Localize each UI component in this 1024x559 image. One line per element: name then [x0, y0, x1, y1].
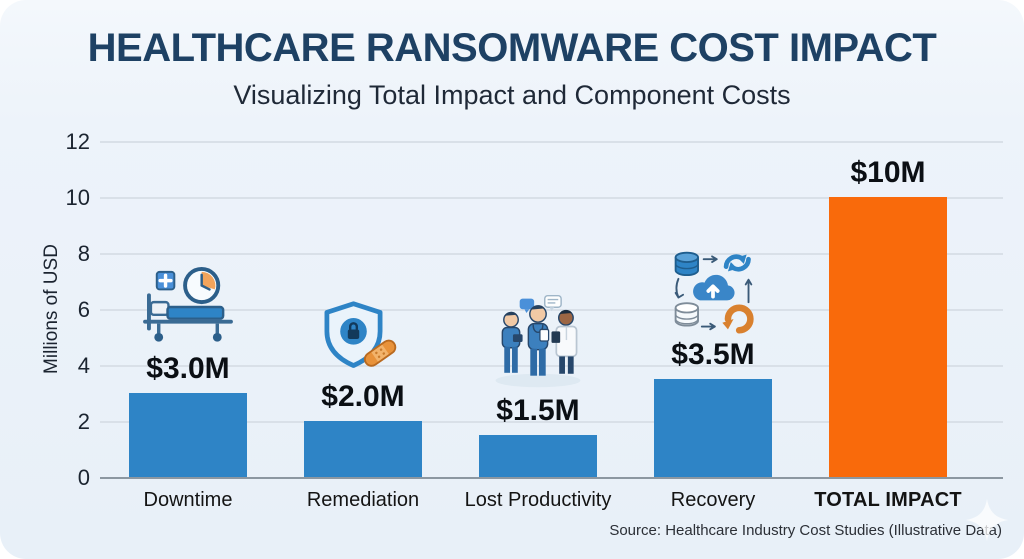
bar-category-label: Remediation	[306, 489, 420, 511]
gridline	[100, 253, 1003, 255]
y-tick-label: 6	[77, 297, 90, 322]
y-tick-label: 8	[77, 241, 90, 266]
x-axis-line	[100, 477, 1003, 479]
bar-category-label: Downtime	[143, 489, 233, 511]
bar-group-total-impact: $10M TOTAL IMPACT	[814, 130, 961, 511]
gridline	[100, 365, 1003, 367]
source-note: Source: Healthcare Industry Cost Studies…	[609, 522, 1002, 539]
bar-value-label: $3.0M	[146, 352, 230, 385]
bar-total-impact	[829, 197, 947, 477]
plot-area: $3.0M Downtime	[100, 130, 1003, 511]
bar-downtime	[129, 393, 247, 477]
chart-title: HEALTHCARE RANSOMWARE COST IMPACT	[87, 26, 937, 70]
bar-group-lost-productivity: $1.5M Lost Productivity	[465, 130, 611, 511]
bar-group-recovery: $3.5M Recovery	[654, 130, 772, 511]
bar-value-label: $2.0M	[321, 380, 405, 413]
gridline	[100, 421, 1003, 423]
y-tick-label: 10	[65, 185, 90, 210]
y-tick-label: 0	[77, 465, 90, 490]
y-tick-label: 12	[65, 129, 90, 154]
bar-category-label: TOTAL IMPACT	[814, 489, 962, 511]
bar-lost-productivity	[479, 435, 597, 477]
hospital-bed-clock-icon	[137, 266, 239, 348]
data-recovery-cloud-icon	[665, 248, 761, 334]
gridline	[100, 197, 1003, 199]
bar-value-label: $3.5M	[671, 338, 755, 371]
bar-category-label: Lost Productivity	[464, 489, 612, 511]
bar-group-downtime: $3.0M Downtime	[129, 130, 247, 511]
bar-remediation	[304, 421, 422, 477]
sparkle-icon	[966, 499, 1008, 541]
bar-value-label: $1.5M	[496, 394, 580, 427]
bar-recovery	[654, 379, 772, 477]
y-axis-tick-labels: 0 2 4 6 8 10 12	[0, 129, 90, 490]
bar-category-label: Recovery	[670, 489, 756, 511]
gridline	[100, 141, 1003, 143]
shield-lock-bandage-icon	[319, 300, 407, 376]
medical-staff-icon	[485, 292, 591, 390]
bar-group-remediation: $2.0M Remediation	[304, 130, 422, 511]
bar-value-label: $10M	[850, 156, 926, 189]
y-tick-label: 2	[77, 409, 90, 434]
chart-subtitle: Visualizing Total Impact and Component C…	[233, 80, 791, 110]
y-tick-label: 4	[77, 353, 90, 378]
